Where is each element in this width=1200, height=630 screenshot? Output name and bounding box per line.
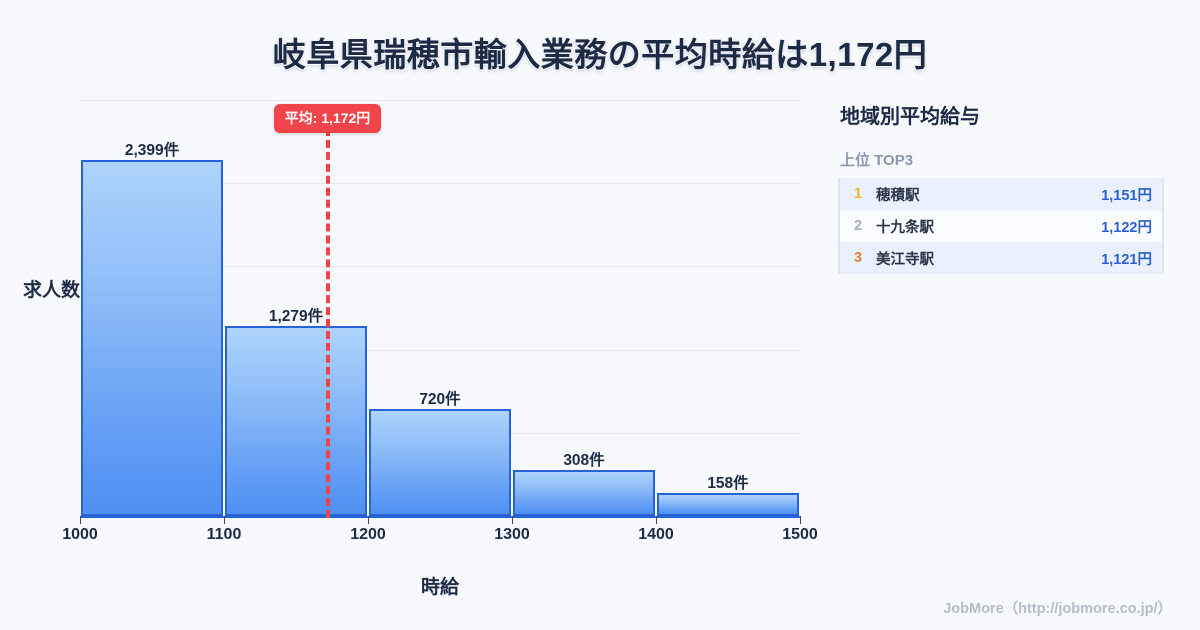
rank-wage-value: 1,151円 <box>1101 187 1152 204</box>
rank-station-name: 美江寺駅 <box>876 251 934 268</box>
rank-number: 1 <box>853 186 863 202</box>
x-axis-tick <box>656 516 657 524</box>
bar-value-label: 1,279件 <box>268 307 324 325</box>
x-axis-tick <box>80 516 81 524</box>
x-axis-line <box>80 516 801 518</box>
rank-row[interactable]: 3 美江寺駅 1,121円 <box>840 242 1162 274</box>
x-axis-tick-label: 1400 <box>638 526 674 543</box>
sidebar-title: 地域別平均給与 <box>840 106 980 128</box>
rank-number: 3 <box>853 250 863 266</box>
gridline <box>80 100 800 101</box>
rank-number: 2 <box>853 218 863 234</box>
histogram-bar <box>81 159 223 516</box>
x-axis-tick-label: 1200 <box>350 526 386 543</box>
bar-value-label: 308件 <box>563 452 605 470</box>
bar-value-label: 720件 <box>419 391 461 409</box>
x-axis-tick-label: 1000 <box>62 526 98 543</box>
histogram-bar <box>369 409 511 516</box>
y-axis-title: 求人数 <box>22 280 80 301</box>
x-axis-tick <box>512 516 513 524</box>
rank-row[interactable]: 1 穂積駅 1,151円 <box>840 178 1162 210</box>
histogram-chart: 求人数 2,399件 1,279件 720件 308件 158件 時給 平均: 1,17… <box>22 100 818 598</box>
rank-station-name: 十九条駅 <box>876 219 934 236</box>
histogram-bar <box>225 325 367 516</box>
x-axis-tick <box>224 516 225 524</box>
x-axis-tick-label: 1100 <box>206 526 242 543</box>
x-axis-title: 時給 <box>420 577 459 598</box>
rank-list: 1 穂積駅 1,151円 2 十九条駅 1,122円 3 美江寺駅 1,121円 <box>838 178 1164 274</box>
x-axis-tick <box>800 516 801 524</box>
gridline <box>80 266 800 268</box>
region-average-salary-panel: 地域別平均給与 上位 TOP3 1 穂積駅 1,151円 2 十九条駅 1,122円 3 美江… <box>838 100 1164 274</box>
histogram-bar <box>513 470 655 516</box>
rank-wage-value: 1,121円 <box>1101 251 1152 268</box>
rank-row[interactable]: 2 十九条駅 1,122円 <box>840 210 1162 242</box>
average-line <box>325 128 330 518</box>
rank-wage-value: 1,122円 <box>1101 219 1152 236</box>
gridline <box>80 349 800 351</box>
page-title: 岐阜県瑞穂市輸入業務の平均時給は1,172円 <box>272 36 928 73</box>
bar-value-label: 2,399件 <box>124 141 180 159</box>
footer-credit: JobMore（http://jobmore.co.jp/） <box>943 601 1172 617</box>
x-axis-tick <box>368 516 369 524</box>
rank-station-name: 穂積駅 <box>876 187 920 204</box>
x-axis-tick-label: 1500 <box>782 526 818 543</box>
sidebar-subtitle: 上位 TOP3 <box>840 152 914 169</box>
histogram-bar <box>657 492 799 516</box>
gridline <box>80 183 800 185</box>
x-axis-tick-label: 1300 <box>494 526 530 543</box>
average-badge: 平均: 1,172円 <box>273 104 382 133</box>
plot-area: 2,399件 1,279件 720件 308件 158件 <box>80 100 800 516</box>
bar-value-label: 158件 <box>707 474 749 492</box>
